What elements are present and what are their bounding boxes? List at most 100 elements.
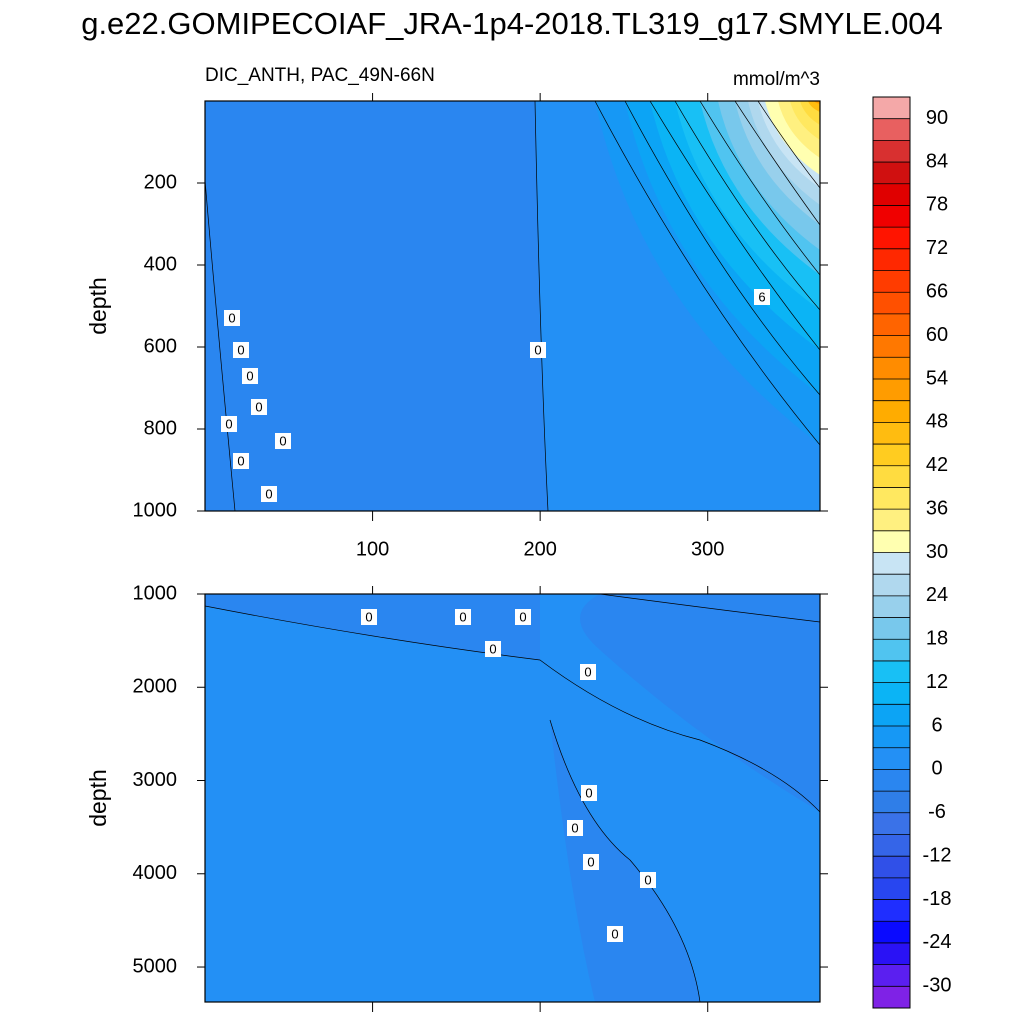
contour-line [599, 594, 820, 623]
contour-label: 0 [611, 926, 618, 941]
y-tick-label: 5000 [133, 955, 178, 977]
color-box [873, 660, 910, 683]
color-box [873, 639, 910, 661]
y-tick-label: 400 [144, 253, 177, 275]
y-tick-label: 800 [144, 417, 177, 439]
contour-label-box [361, 609, 377, 625]
color-box [873, 465, 910, 488]
contour-label: 0 [571, 820, 578, 835]
color-box [873, 509, 910, 531]
plot-frame [204, 593, 821, 1003]
color-box [873, 964, 910, 987]
contour-label-box [530, 342, 546, 358]
color-box [873, 530, 910, 553]
contour-line [734, 101, 820, 226]
colorbar-label: 0 [931, 758, 942, 780]
contour-label-box [221, 416, 237, 432]
contour-label: 0 [489, 641, 496, 656]
plot-area [205, 594, 820, 1002]
y-tick-label: 3000 [133, 769, 178, 791]
colorbar-label: -18 [923, 888, 952, 910]
contour-label-box [275, 433, 291, 449]
contour-label-box [607, 926, 623, 942]
color-box [873, 140, 910, 163]
colorbar-label: 66 [926, 280, 948, 302]
contour-label: 0 [279, 433, 286, 448]
color-box [873, 183, 910, 206]
contour-label-box [583, 854, 599, 870]
contour-label: 0 [265, 486, 272, 501]
colorbar-label: 30 [926, 541, 948, 563]
color-box [873, 726, 910, 748]
contour-line [594, 101, 820, 446]
color-box [873, 292, 910, 314]
color-box [873, 617, 910, 640]
colorbar-label: 54 [926, 367, 948, 389]
color-box [873, 487, 910, 510]
color-box [873, 162, 910, 184]
color-box [873, 877, 910, 900]
color-box [873, 205, 910, 228]
contour-label: 0 [459, 609, 466, 624]
color-box [873, 921, 910, 943]
color-box [873, 270, 910, 293]
contour-line [549, 719, 701, 1002]
contour-label-box [455, 609, 471, 625]
color-box [873, 942, 910, 965]
plot-frame [204, 100, 821, 512]
color-box [873, 97, 910, 119]
contour-label: 0 [585, 785, 592, 800]
contour-line [205, 605, 820, 813]
contour-label-box [233, 453, 249, 469]
panel-title: DIC_ANTH, PAC_49N-66N [205, 65, 435, 86]
contour-label: 0 [237, 342, 244, 357]
color-box [873, 118, 910, 141]
color-box [873, 812, 910, 835]
contour-label-box [581, 785, 597, 801]
contour-label: 0 [246, 368, 253, 383]
contour-label: 0 [534, 342, 541, 357]
contour-line [624, 101, 820, 396]
colorbar-label: -12 [923, 844, 952, 866]
y-axis-label: depth [85, 277, 111, 335]
color-box [873, 357, 910, 379]
colorbar-label: 24 [926, 584, 948, 606]
contour-label-box [224, 310, 240, 326]
contour-fill [580, 594, 820, 812]
y-tick-label: 1000 [133, 499, 178, 521]
contour-label-box [233, 342, 249, 358]
units: mmol/m^3 [733, 69, 820, 90]
colorbar-label: -24 [923, 931, 952, 953]
contour-label-box [261, 486, 277, 502]
contour-label-box [515, 609, 531, 625]
y-tick-label: 600 [144, 335, 177, 357]
y-axis-label: depth [85, 769, 111, 827]
contour-line [534, 101, 549, 511]
x-tick-label: 100 [356, 538, 389, 560]
contour-line [699, 101, 820, 276]
y-tick-label: 1000 [133, 582, 178, 604]
contour-label: 0 [228, 310, 235, 325]
color-box [873, 899, 910, 922]
contour-label: 0 [365, 609, 372, 624]
colorbar-label: 72 [926, 237, 948, 259]
y-tick-label: 4000 [133, 862, 178, 884]
color-box [873, 248, 910, 271]
colorbar-label: 36 [926, 497, 948, 519]
contour-line [649, 101, 820, 351]
plot-area [205, 101, 820, 511]
color-box [873, 400, 910, 423]
colorbar-label: 6 [931, 714, 942, 736]
x-tick-label: 200 [523, 538, 556, 560]
contour-label: 0 [519, 609, 526, 624]
color-box [873, 682, 910, 705]
contour-fill [808, 101, 820, 112]
color-box [873, 769, 910, 792]
colorbar-label: 18 [926, 628, 948, 650]
color-box [873, 747, 910, 770]
contour-label: 0 [584, 664, 591, 679]
color-box [873, 834, 910, 857]
color-box [873, 704, 910, 727]
colorbar-label: 78 [926, 194, 948, 216]
color-box [873, 856, 910, 878]
